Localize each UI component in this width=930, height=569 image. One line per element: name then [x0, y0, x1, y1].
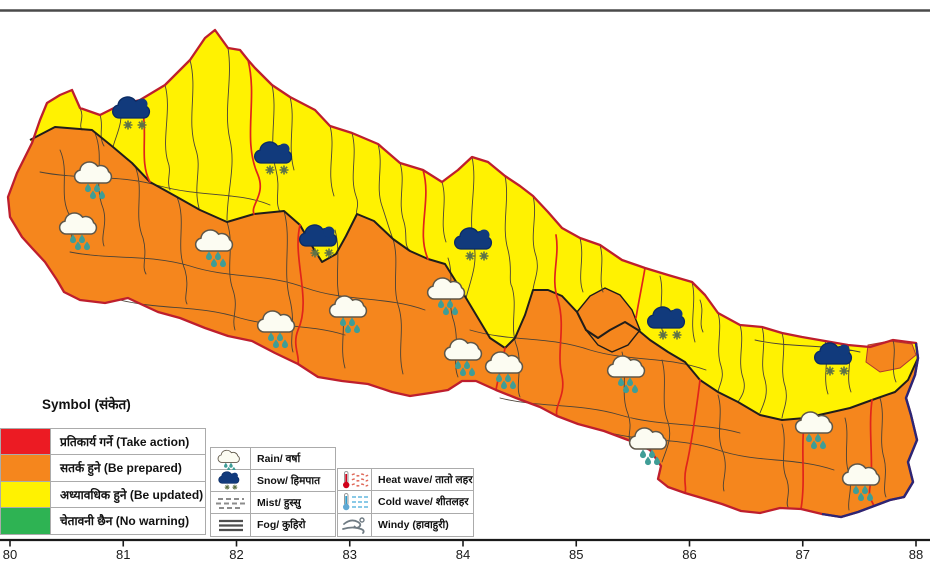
warning-label: सतर्क हुने (Be prepared) — [60, 461, 182, 476]
heat-wave-icon — [338, 469, 372, 491]
warning-label: प्रतिकार्य गर्ने (Take action) — [60, 435, 190, 450]
symbol-row-fog: Fog/ कुहिरो — [211, 514, 335, 536]
symbol-row-windy: Windy (हावाहुरी) — [338, 513, 473, 536]
symbol-row-heat-wave: Heat wave/ तातो लहर — [338, 469, 473, 492]
warning-label: अध्यावधिक हुने (Be updated) — [60, 487, 204, 502]
symbol-row-cold-wave: Cold wave/ शीतलहर — [338, 491, 473, 514]
hazard-symbol-legend: Heat wave/ तातो लहर Cold wave/ शीतलहर — [337, 468, 474, 537]
symbol-label: Fog/ कुहिरो — [257, 519, 306, 531]
warning-row-take-action: प्रतिकार्य गर्ने (Take action) — [1, 429, 205, 456]
x-axis-ticks — [9, 540, 917, 547]
rain-icon — [211, 448, 251, 470]
symbol-row-snow: Snow/ हिमपात — [211, 470, 335, 492]
mist-icon — [211, 492, 251, 513]
warning-level-legend: प्रतिकार्य गर्ने (Take action) सतर्क हुन… — [0, 428, 206, 535]
symbol-label: Mist/ हुस्सु — [257, 496, 301, 509]
weather-symbol-legend: Rain/ वर्षा Snow/ हिमपात Mist/ हुस्सु — [210, 447, 336, 537]
symbol-row-rain: Rain/ वर्षा — [211, 448, 335, 470]
eastern-border-line — [821, 342, 920, 519]
warning-row-no-warning: चेतावनी छैन (No warning) — [1, 507, 205, 534]
symbol-label: Cold wave/ शीतलहर — [378, 495, 469, 508]
northern-region-be-updated — [30, 30, 918, 420]
take-action-color-swatch — [1, 429, 51, 455]
fog-icon — [211, 514, 251, 536]
no-warning-color-swatch — [1, 507, 51, 534]
be-prepared-color-swatch — [1, 455, 51, 481]
be-updated-color-swatch — [1, 481, 51, 507]
legend-title: Symbol (संकेत) — [42, 397, 131, 412]
symbol-label: Snow/ हिमपात — [257, 474, 321, 487]
warning-row-be-updated: अध्यावधिक हुने (Be updated) — [1, 481, 205, 508]
symbol-label: Windy (हावाहुरी) — [378, 518, 449, 531]
symbol-row-mist: Mist/ हुस्सु — [211, 492, 335, 514]
cold-wave-icon — [338, 491, 372, 513]
symbol-label: Heat wave/ तातो लहर — [378, 473, 473, 486]
windy-icon — [338, 513, 372, 536]
warning-row-be-prepared: सतर्क हुने (Be prepared) — [1, 455, 205, 482]
symbol-label: Rain/ वर्षा — [257, 452, 301, 465]
district-boundaries — [39, 47, 897, 511]
warning-label: चेतावनी छैन (No warning) — [60, 514, 190, 529]
orange-pocket-district — [576, 287, 641, 353]
snow-icon — [211, 470, 251, 491]
